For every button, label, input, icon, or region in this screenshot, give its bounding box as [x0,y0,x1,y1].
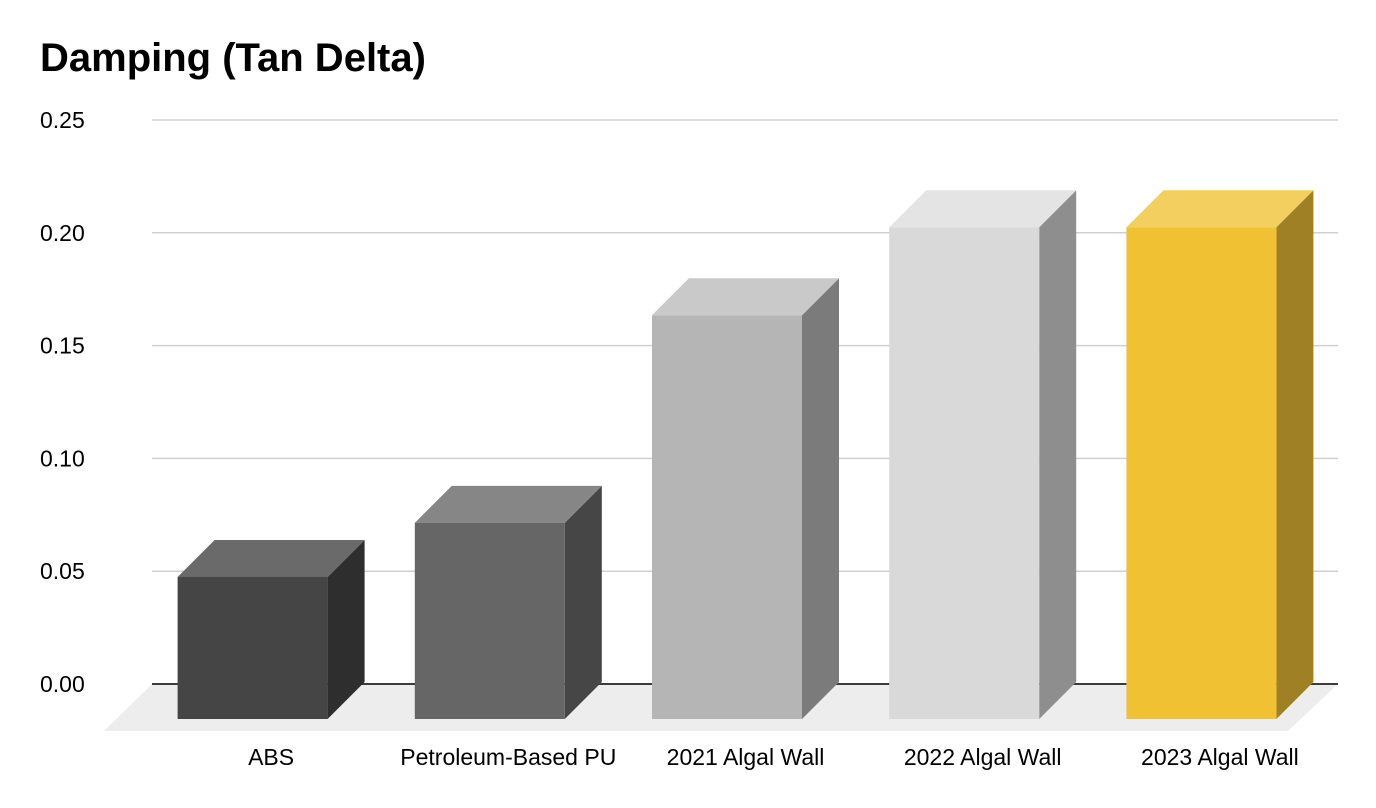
bar [414,485,602,719]
bar-top-face [414,485,602,523]
x-category-label: ABS [248,744,294,770]
bar [177,539,365,719]
bar-front-face [414,522,565,719]
bar [889,190,1077,720]
bar-front-face [652,315,802,719]
bar [1126,190,1314,720]
bar-front-face [1126,227,1277,719]
x-category-label: 2022 Algal Wall [904,744,1062,770]
chart-title: Damping (Tan Delta) [40,36,426,80]
y-tick-label: 0.10 [40,445,85,471]
bar-side-face [1039,190,1077,720]
x-category-label: 2023 Algal Wall [1141,744,1299,770]
bar-front-face [889,227,1040,719]
bar-top-face [177,539,365,577]
bar-side-face [1276,190,1314,720]
bar-side-face [564,485,602,719]
bar-front-face [177,576,328,719]
y-tick-label: 0.00 [40,671,85,697]
x-category-label: Petroleum-Based PU [400,744,616,770]
x-category-label: 2021 Algal Wall [667,744,825,770]
y-tick-label: 0.05 [40,558,85,584]
bar-side-face [327,539,365,719]
bar-side-face [802,278,839,719]
y-tick-label: 0.25 [40,107,85,133]
bar-top-face [889,190,1077,228]
y-tick-label: 0.15 [40,333,85,359]
bar-top-face [652,278,839,316]
bar [652,278,839,719]
bar-top-face [1126,190,1314,228]
y-tick-label: 0.20 [40,220,85,246]
